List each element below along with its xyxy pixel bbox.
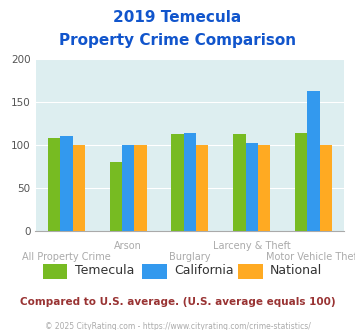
Bar bbox=[307, 91, 320, 231]
Bar bbox=[233, 134, 246, 231]
Bar bbox=[184, 133, 196, 231]
Text: National: National bbox=[270, 264, 322, 277]
Bar bbox=[171, 134, 184, 231]
Bar bbox=[258, 145, 270, 231]
Text: Arson: Arson bbox=[114, 241, 142, 251]
Text: 2019 Temecula: 2019 Temecula bbox=[113, 10, 242, 25]
Text: Burglary: Burglary bbox=[169, 252, 211, 262]
Text: © 2025 CityRating.com - https://www.cityrating.com/crime-statistics/: © 2025 CityRating.com - https://www.city… bbox=[45, 322, 310, 330]
Bar bbox=[48, 138, 60, 231]
Bar bbox=[246, 143, 258, 231]
Text: Temecula: Temecula bbox=[75, 264, 134, 277]
Bar bbox=[110, 162, 122, 231]
Text: Motor Vehicle Theft: Motor Vehicle Theft bbox=[266, 252, 355, 262]
Bar bbox=[320, 145, 332, 231]
Text: California: California bbox=[174, 264, 234, 277]
Bar bbox=[196, 145, 208, 231]
Text: Property Crime Comparison: Property Crime Comparison bbox=[59, 33, 296, 48]
Bar bbox=[134, 145, 147, 231]
Text: Larceny & Theft: Larceny & Theft bbox=[213, 241, 291, 251]
Text: All Property Crime: All Property Crime bbox=[22, 252, 111, 262]
Bar bbox=[72, 145, 85, 231]
Bar bbox=[295, 133, 307, 231]
Bar bbox=[122, 145, 134, 231]
Text: Compared to U.S. average. (U.S. average equals 100): Compared to U.S. average. (U.S. average … bbox=[20, 297, 335, 307]
Bar bbox=[60, 136, 72, 231]
